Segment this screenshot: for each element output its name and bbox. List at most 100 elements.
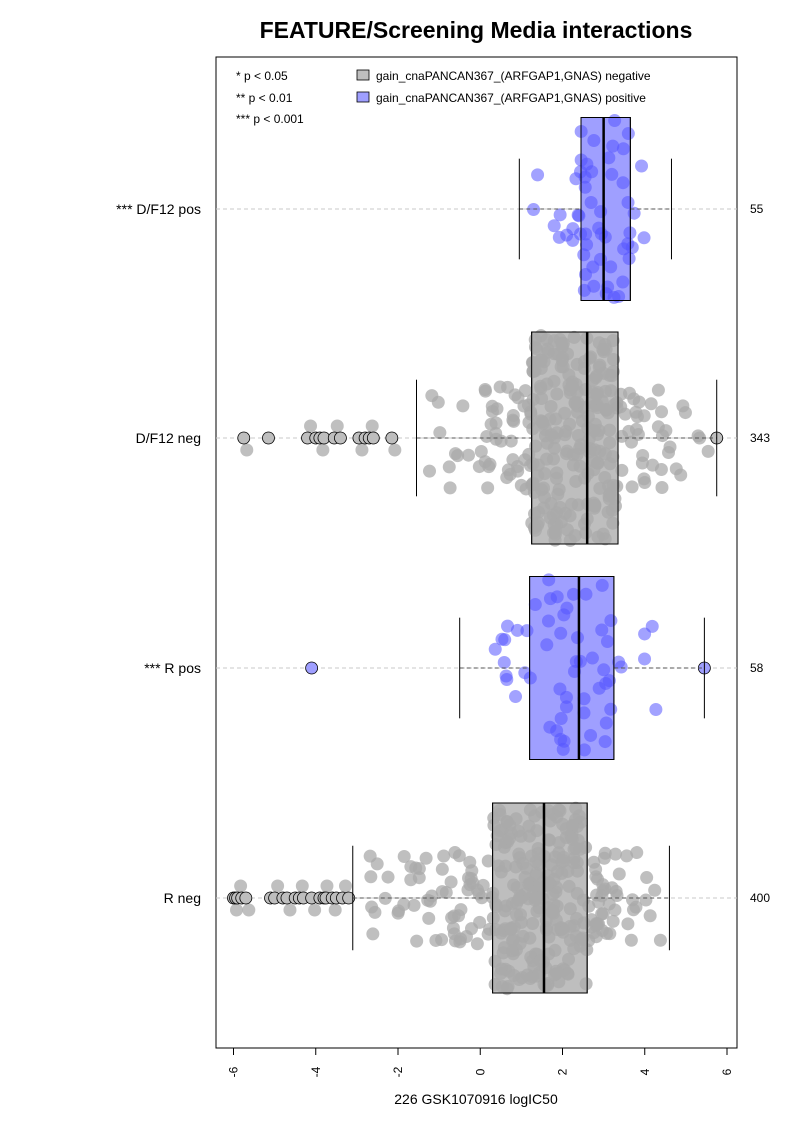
data-point <box>520 624 534 638</box>
data-point <box>534 353 548 367</box>
outlier-point <box>262 431 275 445</box>
data-point <box>579 526 593 540</box>
data-point <box>568 396 582 410</box>
data-point <box>608 847 622 861</box>
data-point <box>674 468 688 482</box>
data-point <box>571 429 585 443</box>
data-point <box>598 470 612 484</box>
data-point <box>437 849 451 863</box>
data-point <box>618 407 632 421</box>
outliers-layer <box>227 431 724 905</box>
data-point <box>599 342 613 356</box>
data-point <box>481 927 495 941</box>
data-point <box>560 444 574 458</box>
data-point <box>651 383 665 397</box>
x-axis-label: 226 GSK1070916 logIC50 <box>394 1091 558 1107</box>
data-point <box>546 807 560 821</box>
legend-swatch-positive <box>356 91 370 103</box>
data-point <box>596 884 610 898</box>
data-point <box>653 933 667 947</box>
data-point <box>435 862 449 876</box>
data-point <box>546 452 560 466</box>
data-point <box>649 703 663 717</box>
data-point <box>589 930 603 944</box>
data-point <box>486 911 500 925</box>
data-point <box>643 909 657 923</box>
data-point <box>573 654 587 668</box>
data-point <box>622 252 636 266</box>
data-point <box>330 419 344 433</box>
data-point <box>563 509 577 523</box>
data-point <box>506 453 520 467</box>
data-point <box>444 875 458 889</box>
group-counts: 400 58 343 55 <box>750 202 770 905</box>
data-point <box>328 903 342 917</box>
data-point <box>507 920 521 934</box>
data-point <box>363 849 377 863</box>
data-point <box>646 458 660 472</box>
data-point <box>506 408 520 422</box>
data-point <box>693 431 707 445</box>
data-point <box>615 463 629 477</box>
legend-label-positive: gain_cnaPANCAN367_(ARFGAP1,GNAS) positiv… <box>376 91 646 105</box>
data-point <box>638 652 652 666</box>
data-point <box>554 626 568 640</box>
data-point <box>648 883 662 897</box>
data-point <box>579 268 593 281</box>
sig-legend-3: *** p < 0.001 <box>236 112 304 126</box>
data-point <box>562 952 576 966</box>
data-point <box>514 908 528 922</box>
data-point <box>501 619 515 633</box>
data-point <box>625 240 639 254</box>
sig-legend-1: * p < 0.05 <box>236 69 288 83</box>
data-point <box>585 651 599 665</box>
data-point <box>500 471 514 485</box>
data-point <box>465 864 479 878</box>
data-point <box>454 903 468 917</box>
group-label-0: R neg <box>164 890 201 906</box>
data-point <box>529 868 543 882</box>
data-point <box>526 457 540 471</box>
data-point <box>580 238 594 252</box>
data-point <box>635 159 649 173</box>
data-point <box>644 397 658 411</box>
data-point <box>523 931 537 945</box>
outlier-point <box>385 431 399 445</box>
data-point <box>616 142 630 156</box>
data-point <box>518 384 532 398</box>
data-point <box>549 471 563 485</box>
data-point <box>442 460 456 474</box>
data-point <box>513 937 527 951</box>
data-point <box>461 883 475 897</box>
data-point <box>571 498 585 512</box>
data-point <box>655 429 669 443</box>
data-point <box>512 893 526 907</box>
data-point <box>532 505 546 519</box>
data-point <box>355 443 369 457</box>
data-point <box>488 642 502 656</box>
data-point <box>567 587 581 601</box>
data-point <box>610 479 624 493</box>
x-tick-label: 4 <box>638 1068 652 1075</box>
data-point <box>607 353 621 367</box>
data-point <box>655 480 669 494</box>
data-point <box>550 590 564 604</box>
data-point <box>320 879 334 893</box>
data-point <box>338 879 352 893</box>
x-tick-label: 0 <box>473 1068 487 1075</box>
data-point <box>547 334 561 348</box>
data-point <box>447 927 461 941</box>
data-point <box>523 803 537 817</box>
data-point <box>461 448 475 462</box>
data-point <box>514 829 528 843</box>
data-point <box>516 857 530 871</box>
data-point <box>607 290 621 304</box>
data-point <box>546 887 560 901</box>
data-point <box>585 385 599 399</box>
data-point <box>435 933 449 947</box>
legend-swatch-negative <box>356 69 370 81</box>
data-point <box>640 871 654 885</box>
group-label-1: *** R pos <box>144 660 201 676</box>
data-point <box>569 841 583 855</box>
